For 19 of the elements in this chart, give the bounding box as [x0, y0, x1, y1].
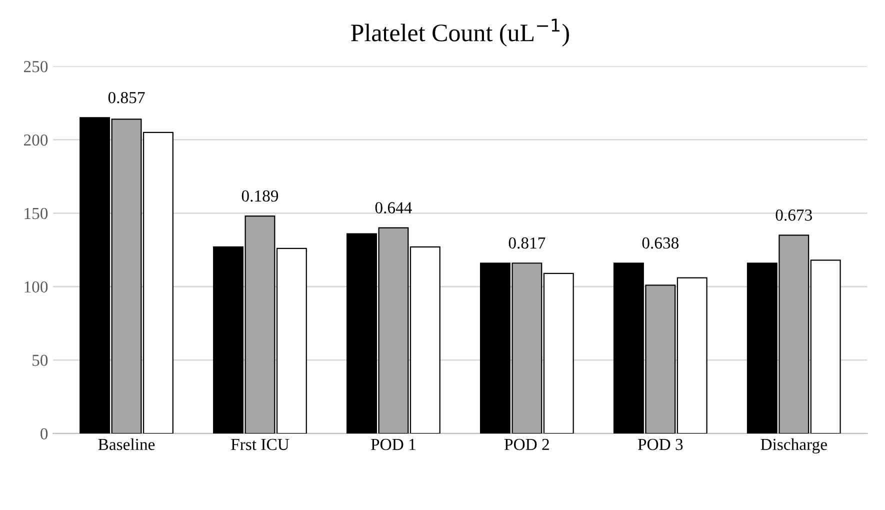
- y-tick-label: 50: [32, 354, 48, 366]
- x-tick-label: Discharge: [760, 438, 827, 454]
- x-tick-label: Baseline: [98, 438, 155, 450]
- y-tick-label: 200: [24, 134, 48, 146]
- chart-title: Platelet Count (uL$^{−1}$): [351, 18, 569, 46]
- y-tick-label: 100: [24, 281, 48, 293]
- annotation: 0.638: [642, 237, 679, 249]
- y-tick-label: 0: [40, 428, 48, 440]
- annotation: 0.817: [508, 237, 546, 249]
- annotation: 0.673: [776, 209, 812, 221]
- x-tick-label: POD 2: [504, 438, 549, 450]
- y-tick-label: 150: [24, 208, 48, 220]
- annotation: 0.189: [242, 190, 278, 202]
- x-tick-label: POD 3: [638, 438, 683, 450]
- y-tick-label: 250: [24, 61, 48, 72]
- annotation: 0.644: [375, 202, 412, 214]
- x-tick-label: POD 1: [371, 438, 416, 450]
- x-tick-label: Frst ICU: [231, 438, 290, 450]
- annotation: 0.857: [108, 92, 145, 104]
